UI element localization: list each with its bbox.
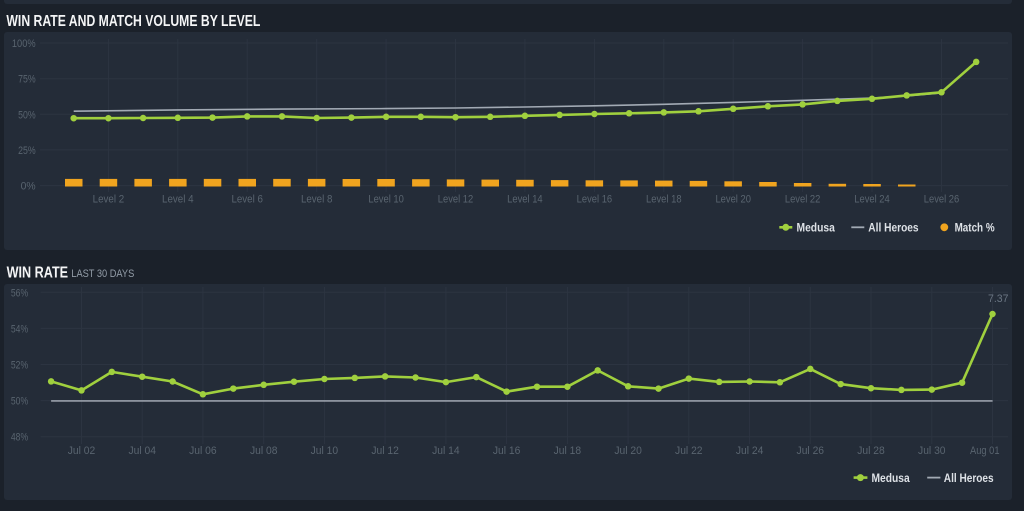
svg-text:Jul 22: Jul 22: [675, 445, 703, 457]
svg-text:All Heroes: All Heroes: [944, 473, 994, 485]
svg-text:Level 4: Level 4: [162, 193, 194, 205]
svg-text:Level 2: Level 2: [93, 193, 125, 205]
svg-text:Jul 08: Jul 08: [250, 445, 278, 457]
svg-text:Jul 24: Jul 24: [736, 445, 764, 457]
svg-text:48%: 48%: [11, 432, 28, 444]
svg-text:Level 10: Level 10: [368, 193, 404, 205]
svg-text:Level 6: Level 6: [231, 193, 263, 205]
svg-text:50%: 50%: [18, 109, 36, 121]
svg-text:Jul 14: Jul 14: [432, 445, 460, 457]
svg-text:All Heroes: All Heroes: [868, 222, 918, 234]
svg-text:Jul 26: Jul 26: [797, 445, 825, 457]
svg-text:Jul 30: Jul 30: [918, 445, 946, 457]
svg-text:Jul 28: Jul 28: [857, 445, 885, 457]
svg-text:56%: 56%: [11, 287, 28, 299]
svg-text:Level 20: Level 20: [715, 193, 751, 205]
svg-text:Level 22: Level 22: [785, 193, 821, 205]
svg-text:Jul 02: Jul 02: [68, 445, 96, 457]
svg-text:Level 16: Level 16: [577, 193, 613, 205]
svg-text:Medusa: Medusa: [797, 222, 836, 234]
svg-text:Jul 04: Jul 04: [128, 445, 156, 457]
svg-text:Jul 20: Jul 20: [614, 445, 642, 457]
svg-text:Jul 12: Jul 12: [371, 445, 399, 457]
svg-text:Level 24: Level 24: [854, 193, 890, 205]
svg-text:75%: 75%: [18, 74, 36, 86]
svg-text:100%: 100%: [12, 38, 36, 50]
svg-text:Medusa: Medusa: [872, 473, 911, 485]
svg-text:Jul 16: Jul 16: [493, 445, 521, 457]
svg-text:Level 14: Level 14: [507, 193, 543, 205]
svg-text:Level 18: Level 18: [646, 193, 682, 205]
svg-text:52%: 52%: [11, 360, 28, 372]
svg-text:50%: 50%: [11, 396, 28, 408]
svg-text:Jul 10: Jul 10: [311, 445, 339, 457]
svg-text:7.37: 7.37: [988, 293, 1009, 305]
svg-text:WIN RATE: WIN RATE: [7, 265, 69, 282]
svg-text:Level 26: Level 26: [924, 193, 960, 205]
svg-text:WIN RATE AND MATCH VOLUME BY L: WIN RATE AND MATCH VOLUME BY LEVEL: [6, 13, 260, 30]
svg-text:54%: 54%: [11, 323, 28, 335]
svg-text:0%: 0%: [21, 181, 36, 193]
svg-text:Match %: Match %: [955, 222, 995, 234]
svg-text:Level 12: Level 12: [438, 193, 474, 205]
svg-text:25%: 25%: [18, 145, 36, 157]
svg-text:Jul 18: Jul 18: [554, 445, 582, 457]
svg-text:LAST 30 DAYS: LAST 30 DAYS: [71, 268, 134, 280]
svg-text:Jul 06: Jul 06: [189, 445, 217, 457]
svg-text:Aug 01: Aug 01: [970, 445, 1000, 457]
svg-text:Level 8: Level 8: [301, 193, 333, 205]
